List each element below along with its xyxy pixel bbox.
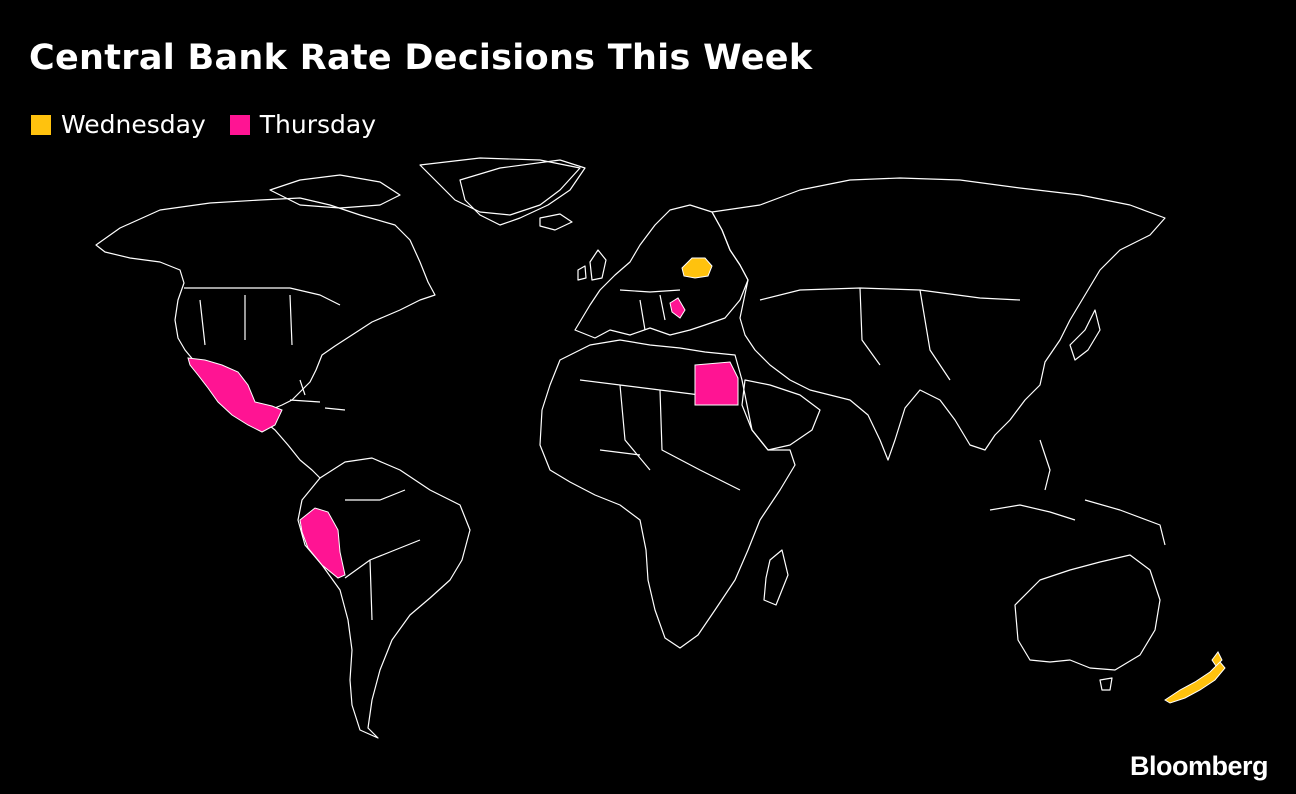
legend-label-wednesday: Wednesday [61,110,206,139]
country-mexico [187,357,283,433]
asia-outline [711,177,1166,461]
europe-borders [619,289,681,331]
legend-item-thursday: Thursday [229,110,376,139]
legend-swatch-wednesday [31,114,51,135]
europe-outline [574,204,749,339]
bloomberg-logo: Bloomberg [1129,751,1269,781]
greenland-outline [459,159,586,226]
legend-swatch-thursday [229,114,250,135]
tasmania [1099,677,1113,691]
southeast-asia-islands [989,439,1166,546]
legend-item-wednesday: Wednesday [31,110,206,139]
africa-outline [539,339,796,649]
canada-us-border [184,287,341,306]
country-egypt [694,361,739,406]
africa-borders [579,379,741,491]
madagascar-outline [763,549,789,606]
central-america-outline [259,417,321,479]
country-serbia [669,297,686,319]
legend-label-thursday: Thursday [259,110,376,139]
arabian-peninsula [741,379,821,451]
country-new-zealand [1164,651,1226,704]
chart-title: Central Bank Rate Decisions This Week [29,38,813,78]
arctic-islands [269,157,581,216]
south-america-outline [297,457,471,739]
south-america-borders [344,489,421,621]
japan-outline [1069,309,1101,361]
caribbean-islands [289,379,346,411]
asia-borders [759,287,1021,381]
north-america-outline [95,197,436,419]
country-belarus [681,257,713,279]
uk-ireland [577,249,607,281]
iceland-outline [539,213,573,231]
legend: Wednesday Thursday [31,110,400,139]
australia-outline [1014,554,1161,671]
country-peru [299,507,346,579]
us-states-hint [199,294,293,346]
